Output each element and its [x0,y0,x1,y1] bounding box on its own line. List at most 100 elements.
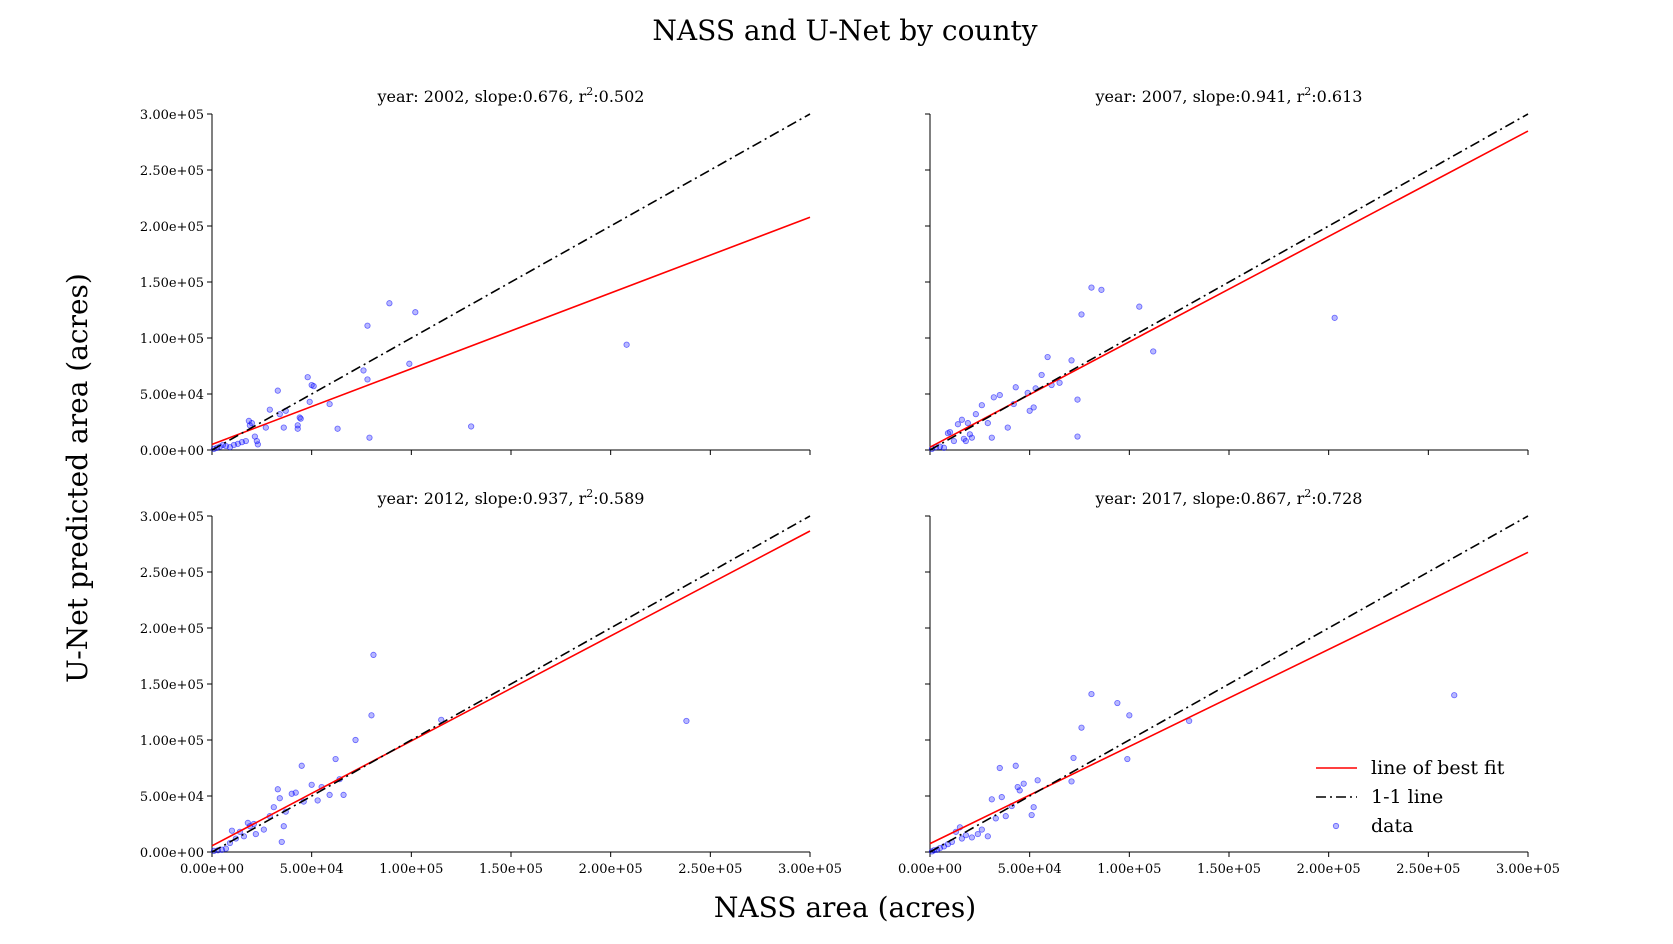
subplot-4: year: 2017, slope:0.867, r2:0.728 0.00e+0… [898,487,1560,877]
data-point [260,826,267,833]
one-to-one-line [211,515,811,853]
data-point [940,444,948,451]
data-point [1068,778,1075,785]
data-points [210,300,630,452]
data-point [278,838,285,846]
x-tick-label: 1.00e+05 [379,862,443,877]
data-point [1004,424,1011,431]
data-point [274,786,281,793]
data-point [304,374,311,381]
data-point [1012,762,1019,769]
data-point [1078,311,1085,318]
data-point [1074,396,1081,403]
data-point [990,394,997,401]
data-point [1078,724,1085,731]
data-point [1088,690,1095,698]
y-tick-label: 3.00e+05 [140,510,204,525]
x-tick-label: 3.00e+05 [778,862,842,877]
y-tick-label: 5.00e+04 [140,388,204,403]
subplot-title-suffix: :0.589 [593,489,644,508]
data-point [996,392,1003,399]
data-point [988,796,995,803]
data-point [962,832,969,839]
one-to-one-line [929,113,1529,451]
data-point [1098,286,1105,293]
data-point [1002,813,1009,820]
y-tick-label: 0.00e+00 [140,846,204,861]
data-point [1074,433,1081,440]
data-point [308,781,315,788]
data-point [683,717,690,725]
y-tick-label: 1.00e+05 [140,332,204,347]
data-point [370,651,377,658]
data-point [334,425,341,432]
data-point [1451,692,1458,699]
data-point [1038,371,1045,379]
x-tick-label: 0.00e+00 [898,862,962,877]
y-tick-label: 2.00e+05 [140,622,204,637]
data-point [1124,755,1131,763]
y-tick-label: 2.50e+05 [140,566,204,581]
legend-data-swatch [1332,822,1340,830]
data-point [1150,348,1157,355]
data-point [984,420,991,427]
x-tick-label: 2.00e+05 [579,862,643,877]
data-point [1056,379,1063,386]
y-tick-label: 1.00e+05 [140,734,204,749]
legend-label: data [1371,815,1413,837]
x-tick-label: 1.50e+05 [479,862,543,877]
data-point [274,387,281,394]
subplot-title-suffix: :0.728 [1311,489,1362,508]
data-points [210,651,690,854]
data-point [984,833,991,840]
data-point [968,834,975,841]
data-point [366,434,373,441]
data-point [988,434,995,441]
data-point [294,422,301,429]
y-axis-label: U-Net predicted area (acres) [61,273,94,683]
subplot-title-suffix: :0.613 [1311,87,1362,106]
data-point [958,416,965,423]
data-point [332,755,339,763]
y-tick-label: 1.50e+05 [140,276,204,291]
data-point [1136,303,1143,310]
data-point [222,845,230,852]
data-point [352,736,359,744]
data-point [998,794,1005,801]
data-point [992,815,999,822]
data-point [245,417,252,424]
data-point [340,791,347,798]
data-point [252,830,259,838]
data-point [1044,353,1051,361]
x-tick-label: 1.00e+05 [1097,862,1161,877]
y-tick-label: 3.00e+05 [140,108,204,123]
legend-label: 1-1 line [1371,786,1443,808]
data-point [958,835,965,842]
one-to-one-line [211,113,811,451]
data-point [966,431,973,438]
x-tick-label: 2.00e+05 [1297,862,1361,877]
data-point [276,795,283,802]
data-point [1020,780,1027,787]
data-point [242,437,249,445]
one-to-one-line [929,515,1529,853]
data-point [1186,717,1193,725]
best-fit-line [211,530,811,847]
data-point [623,341,630,348]
data-point [270,804,277,811]
x-tick-label: 3.00e+05 [1496,862,1560,877]
data-point [266,406,273,413]
legend: line of best fit 1-1 line data [1316,757,1505,837]
data-point [406,360,413,367]
x-tick-label: 2.50e+05 [678,862,742,877]
data-point [412,309,419,316]
data-point [954,421,962,428]
data-point [968,434,975,441]
subplot-title-prefix: year: 2012, slope:0.937, r [377,489,587,508]
data-point [298,762,305,769]
data-point [360,367,367,374]
x-tick-label: 0.00e+00 [180,862,244,877]
best-fit-line [211,216,811,446]
data-point [1012,384,1019,391]
data-point [292,789,299,796]
